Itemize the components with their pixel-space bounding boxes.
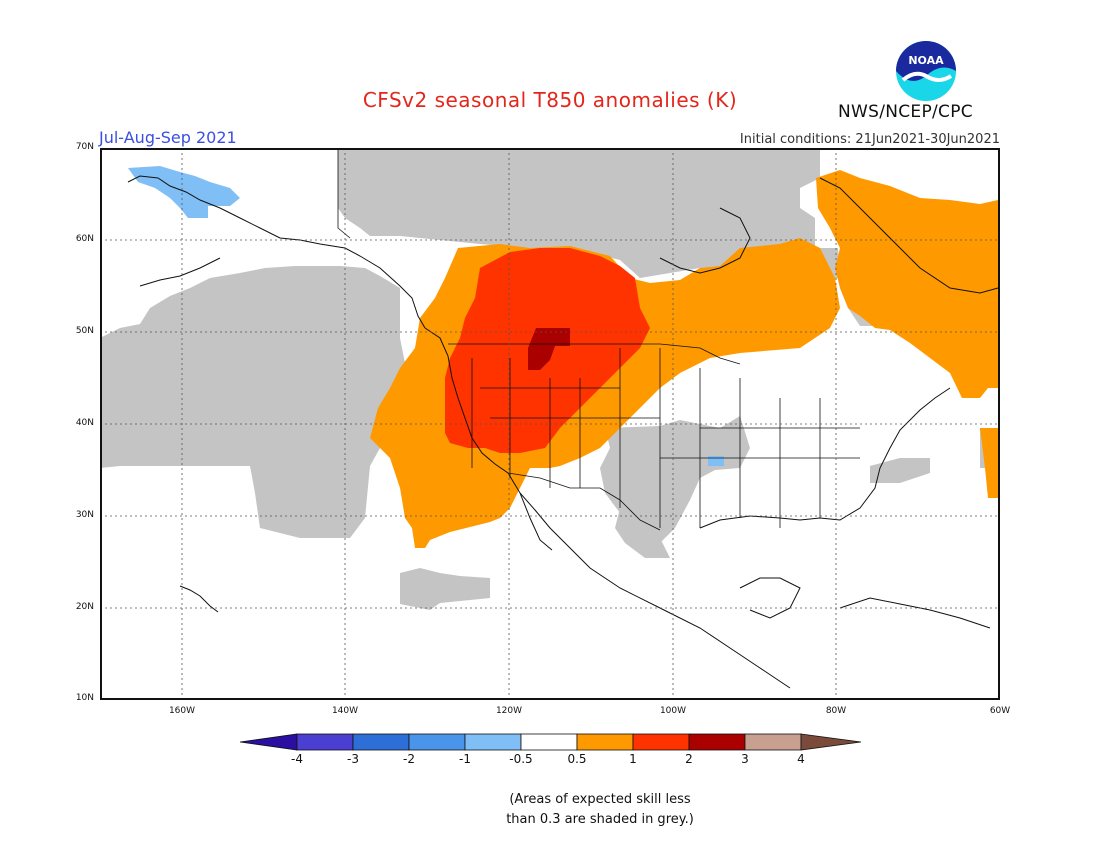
- grey-region-mexico: [615, 508, 670, 558]
- skill-note-line1: (Areas of expected skill less: [509, 792, 691, 807]
- border-us-canada: [448, 343, 741, 365]
- coastline-aleutians: [139, 257, 221, 287]
- skill-note: (Areas of expected skill less than 0.3 a…: [470, 790, 730, 830]
- season-label: Jul-Aug-Sep 2021: [99, 128, 237, 147]
- orange-region-east-canada: [816, 170, 998, 398]
- lat-label-30n: 30N: [75, 510, 94, 520]
- colorbar-label-neg2: -2: [403, 752, 415, 766]
- coastline-gulf: [699, 387, 951, 529]
- coastline-baja: [519, 492, 553, 551]
- state-lines: [471, 348, 860, 528]
- lon-label-120w: 120W: [495, 706, 523, 716]
- colorbar-label-neg1: -1: [459, 752, 471, 766]
- coastline-yucatan: [739, 577, 801, 619]
- colorbar-swatch-3: [408, 733, 466, 751]
- colorbar-label-1: 1: [629, 752, 637, 766]
- blue-region-plains: [708, 456, 724, 466]
- coastline-labrador: [819, 177, 999, 294]
- agency-label: NWS/NCEP/CPC: [838, 102, 973, 122]
- lat-label-70n: 70N: [75, 142, 94, 152]
- colorbar-label-05: 0.5: [567, 752, 587, 766]
- colorbar-swatch-9: [744, 733, 802, 751]
- lat-label-60n: 60N: [75, 234, 94, 244]
- lon-label-160w: 160W: [168, 706, 196, 716]
- lat-label-10n: 10N: [75, 693, 94, 703]
- colorbar-swatch-1: [296, 733, 354, 751]
- colorbar-swatch-0: [239, 733, 298, 751]
- skill-note-line2: than 0.3 are shaded in grey.): [506, 812, 694, 827]
- grey-region-atlantic: [870, 458, 930, 483]
- coastlines: [127, 175, 999, 689]
- noaa-logo-icon: NOAA: [895, 40, 957, 102]
- colorbar-swatch-6: [576, 733, 634, 751]
- colorbar-label-neg05: -0.5: [509, 752, 533, 766]
- colorbar: [239, 733, 862, 753]
- colorbar-swatch-7: [632, 733, 690, 751]
- logo-text: NOAA: [908, 54, 944, 67]
- darkred-regions: [528, 328, 570, 370]
- coastline-hawaii: [179, 585, 219, 613]
- chart-title: CFSv2 seasonal T850 anomalies (K): [362, 88, 738, 112]
- colorbar-swatch-4: [464, 733, 522, 751]
- lon-label-80w: 80W: [825, 706, 847, 716]
- lon-label-140w: 140W: [331, 706, 359, 716]
- orange-region-atlantic-edge: [980, 428, 998, 498]
- lat-label-40n: 40N: [75, 418, 94, 428]
- lon-label-100w: 100W: [659, 706, 687, 716]
- colorbar-swatch-10: [800, 733, 862, 751]
- darkred-region-montana: [528, 328, 570, 370]
- colorbar-label-3: 3: [741, 752, 749, 766]
- coastline-caribbean: [839, 597, 991, 629]
- anomaly-map: 70N 60N 50N 40N 30N 20N 10N 160W 140W 12…: [76, 142, 1010, 716]
- colorbar-label-neg3: -3: [347, 752, 359, 766]
- colorbar-label-2: 2: [685, 752, 693, 766]
- graticule: [100, 148, 1000, 700]
- coastline-hudson: [659, 207, 751, 274]
- grey-region-subtropical-pacific: [400, 568, 490, 610]
- colorbar-label-4: 4: [797, 752, 805, 766]
- coastline-alaska: [127, 175, 426, 329]
- initial-conditions: Initial conditions: 21Jun2021-30Jun2021: [739, 132, 1000, 147]
- grey-region-canada: [338, 150, 838, 286]
- colorbar-swatch-8: [688, 733, 746, 751]
- colorbar-label-neg4: -4: [291, 752, 303, 766]
- colorbar-swatch-5: [520, 733, 578, 751]
- grey-region-north-pacific: [100, 266, 410, 538]
- colorbar-swatch-2: [352, 733, 410, 751]
- border-alaska-canada: [337, 150, 351, 239]
- lat-label-50n: 50N: [75, 326, 94, 336]
- borders: [337, 150, 860, 531]
- lon-label-60w: 60W: [989, 706, 1011, 716]
- border-us-mexico: [507, 472, 661, 531]
- lat-label-20n: 20N: [75, 602, 94, 612]
